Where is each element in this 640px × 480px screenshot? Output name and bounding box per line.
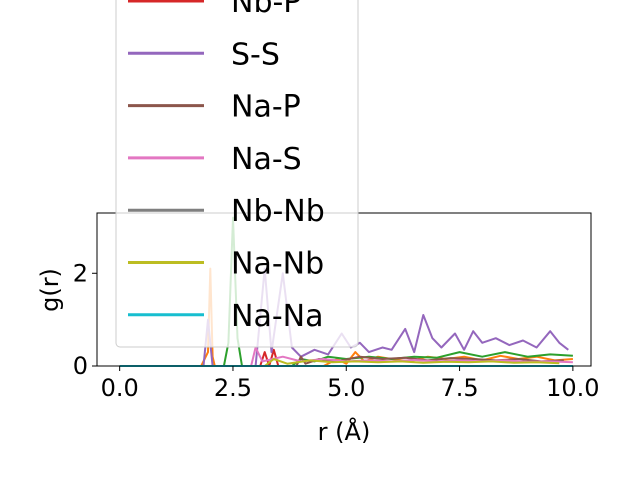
x-tick-label: 10.0 xyxy=(546,374,599,402)
x-tick-label: 2.5 xyxy=(214,374,252,402)
x-tick-label: 7.5 xyxy=(440,374,478,402)
legend-label: Na-S xyxy=(231,142,302,177)
legend-label: Na-P xyxy=(231,90,301,125)
legend-label: Nb-Nb xyxy=(231,194,325,229)
y-axis-ticks: 02 xyxy=(73,259,97,380)
series-line-6 xyxy=(119,346,573,367)
x-axis-label: r (Å) xyxy=(318,417,371,446)
y-tick-label: 0 xyxy=(73,352,88,380)
legend-label: Na-Nb xyxy=(231,247,324,282)
x-axis-ticks: 0.0 2.5 5.0 7.5 10.0 xyxy=(101,366,600,402)
x-tick-label: 0.0 xyxy=(101,374,139,402)
y-tick-label: 2 xyxy=(73,259,88,287)
legend-label: Nb-P xyxy=(231,0,301,20)
legend: Nb-P S-S Na-P Na-S Nb-Nb Na-Nb Na-Na xyxy=(115,0,359,348)
legend-label: Na-Na xyxy=(231,299,323,334)
legend-box xyxy=(115,0,359,348)
legend-label: S-S xyxy=(231,37,280,72)
x-tick-label: 5.0 xyxy=(327,374,365,402)
y-axis-label: g(r) xyxy=(36,268,64,312)
series-line-7 xyxy=(119,358,560,367)
